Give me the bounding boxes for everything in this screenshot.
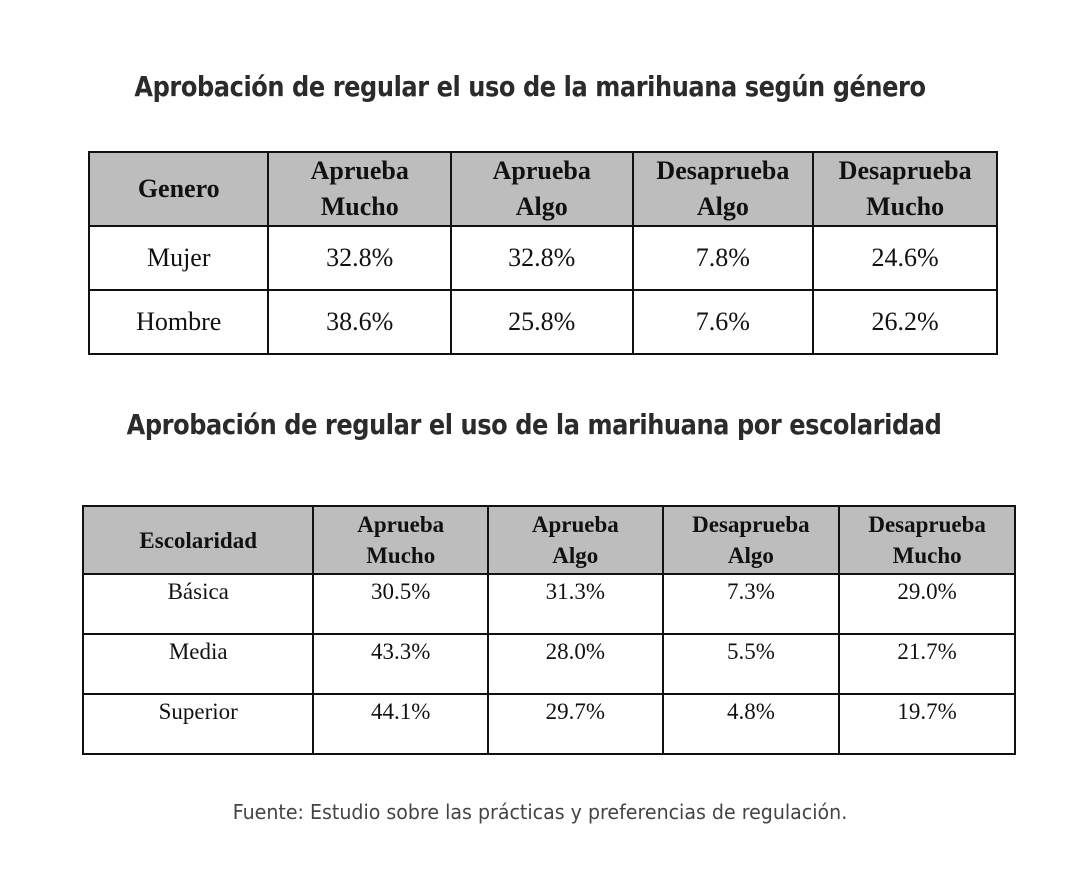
table-row: Hombre 38.6% 25.8% 7.6% 26.2%	[87, 289, 998, 355]
column-header-line: Mucho	[866, 192, 945, 221]
table-row: Básica 30.5% 31.3% 7.3% 29.0%	[81, 573, 1016, 635]
table-cell: 38.6%	[267, 289, 452, 355]
column-header: Aprueba Algo	[449, 151, 634, 227]
column-header-line: Algo	[727, 543, 774, 568]
row-label: Superior	[81, 693, 315, 755]
column-header-line: Mucho	[320, 192, 399, 221]
column-header: Desaprueba Mucho	[838, 505, 1016, 575]
source-note: Fuente: Estudio sobre las prácticas y pr…	[232, 800, 848, 824]
table-cell: 19.7%	[838, 693, 1016, 755]
column-header-line: Aprueba	[492, 156, 591, 185]
column-header-line: Desaprueba	[692, 512, 810, 537]
row-label: Básica	[81, 573, 315, 635]
table-escolaridad: Escolaridad Aprueba Mucho Aprueba Algo Desapr…	[81, 505, 1016, 755]
table-cell: 44.1%	[312, 693, 489, 755]
column-header-line: Desaprueba	[838, 156, 972, 185]
table-cell: 26.2%	[812, 289, 998, 355]
column-header-line: Mucho	[892, 543, 962, 568]
table-cell: 21.7%	[838, 633, 1016, 695]
column-header-line: Algo	[696, 192, 749, 221]
table-cell: 28.0%	[487, 633, 664, 695]
table-cell: 30.5%	[312, 573, 489, 635]
table-row: Mujer 32.8% 32.8% 7.8% 24.6%	[87, 225, 998, 291]
table-cell: 32.8%	[449, 225, 634, 291]
column-header: Desaprueba Algo	[661, 505, 841, 575]
column-header-line: Algo	[515, 192, 568, 221]
table-cell: 4.8%	[661, 693, 841, 755]
column-header-line: Escolaridad	[139, 527, 257, 553]
column-header: Aprueba Mucho	[267, 151, 452, 227]
table-row: Media 43.3% 28.0% 5.5% 21.7%	[81, 633, 1016, 695]
table-row: Superior 44.1% 29.7% 4.8% 19.7%	[81, 693, 1016, 755]
column-header: Aprueba Algo	[487, 505, 664, 575]
row-label: Media	[81, 633, 315, 695]
table-genero: Genero Aprueba Mucho Aprueba Algo Desaprueba A…	[87, 151, 998, 355]
table-header-row: Genero Aprueba Mucho Aprueba Algo Desaprueba A…	[87, 151, 998, 227]
row-label: Hombre	[87, 289, 270, 355]
table-cell: 32.8%	[267, 225, 452, 291]
row-label: Mujer	[87, 225, 270, 291]
table-header-row: Escolaridad Aprueba Mucho Aprueba Algo Desapr…	[81, 505, 1016, 575]
table-cell: 24.6%	[812, 225, 998, 291]
table-cell: 29.0%	[838, 573, 1016, 635]
table-cell: 43.3%	[312, 633, 489, 695]
column-header-line: Mucho	[366, 543, 436, 568]
table-cell: 25.8%	[449, 289, 634, 355]
column-header-line: Aprueba	[357, 512, 445, 537]
table-cell: 7.3%	[661, 573, 841, 635]
column-header: Desaprueba Algo	[631, 151, 815, 227]
chart-title-escolaridad: Aprobación de regular el uso de la marih…	[126, 408, 942, 441]
column-header-line: Aprueba	[531, 512, 619, 537]
table-cell: 31.3%	[487, 573, 664, 635]
column-header-line: Algo	[552, 543, 599, 568]
column-header-line: Genero	[137, 174, 220, 203]
column-header-line: Aprueba	[310, 156, 409, 185]
column-header: Escolaridad	[81, 505, 315, 575]
table-cell: 5.5%	[661, 633, 841, 695]
column-header: Genero	[87, 151, 270, 227]
table-cell: 7.6%	[631, 289, 815, 355]
chart-title-genero: Aprobación de regular el uso de la marih…	[134, 70, 926, 103]
table-cell: 29.7%	[487, 693, 664, 755]
table-cell: 7.8%	[631, 225, 815, 291]
column-header: Desaprueba Mucho	[812, 151, 998, 227]
column-header-line: Desaprueba	[868, 512, 986, 537]
column-header: Aprueba Mucho	[312, 505, 489, 575]
column-header-line: Desaprueba	[656, 156, 790, 185]
